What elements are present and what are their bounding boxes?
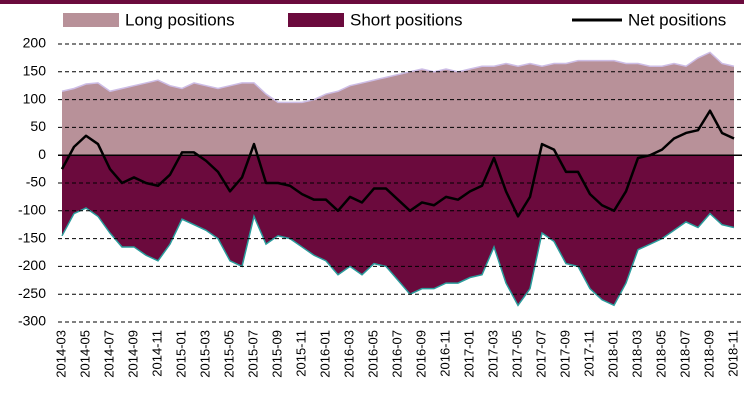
legend-swatch [63,13,119,27]
x-tick-label: 2015-09 [269,330,284,378]
x-tick-label: 2015-07 [245,330,260,378]
x-tick-label: 2017-09 [557,330,572,378]
x-tick-label: 2014-11 [149,330,164,377]
y-tick-label: -300 [18,313,46,329]
area [62,155,734,306]
y-tick-label: -50 [26,174,46,190]
area-edge [61,51,735,104]
x-tick-label: 2016-03 [341,330,356,378]
y-tick-label: -250 [18,285,46,301]
x-tick-label: 2018-05 [653,330,668,378]
legend-label: Long positions [125,10,235,29]
x-tick-label: 2018-11 [725,330,740,377]
x-tick-label: 2016-07 [389,330,404,378]
y-tick-label: 0 [38,146,46,162]
x-tick-label: 2015-03 [197,330,212,378]
x-tick-label: 2016-09 [413,330,428,378]
y-tick-label: -100 [18,202,46,218]
x-tick-label: 2018-07 [677,330,692,378]
x-tick-label: 2015-11 [293,330,308,377]
x-tick-label: 2018-09 [701,330,716,378]
x-tick-label: 2018-03 [629,330,644,378]
area [62,52,734,156]
legend-label: Net positions [628,10,726,29]
area-edge [61,207,735,307]
x-tick-label: 2016-01 [317,330,332,378]
legend-label: Short positions [350,10,462,29]
x-tick-label: 2015-01 [173,330,188,378]
y-tick-label: 100 [23,90,47,106]
x-tick-label: 2014-05 [77,330,92,378]
x-tick-label: 2017-07 [533,330,548,378]
line [60,109,735,218]
x-tick-label: 2014-09 [125,330,140,378]
x-tick-label: 2017-11 [581,330,596,377]
y-tick-label: -200 [18,257,46,273]
x-tick-label: 2014-07 [101,330,116,378]
x-tick-label: 2017-05 [509,330,524,378]
top-band [0,0,744,4]
legend-swatch [288,13,344,27]
x-tick-label: 2017-03 [485,330,500,378]
x-tick-label: 2014-03 [53,330,68,378]
y-tick-label: 150 [23,63,47,79]
y-tick-label: 50 [30,118,46,134]
x-tick-label: 2017-01 [461,330,476,378]
x-tick-label: 2016-11 [437,330,452,377]
x-tick-label: 2016-05 [365,330,380,378]
x-tick-label: 2015-05 [221,330,236,378]
x-tick-label: 2018-01 [605,330,620,378]
y-tick-label: 200 [23,35,47,51]
y-tick-label: -150 [18,229,46,245]
